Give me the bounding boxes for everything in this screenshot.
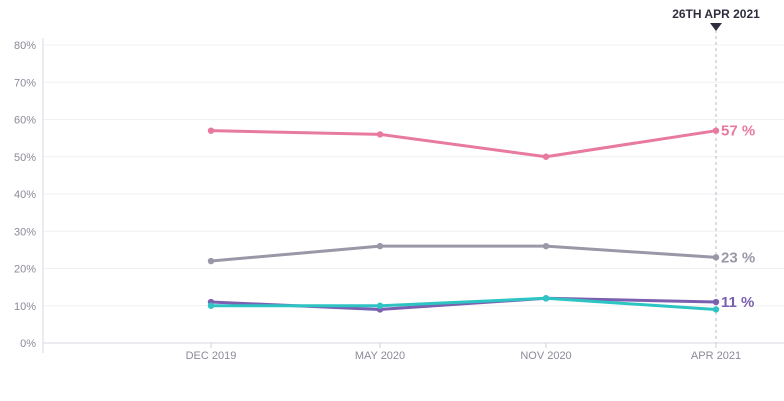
- data-point: [376, 131, 384, 138]
- end-labels: 57 % 23 % 11 %: [721, 123, 755, 311]
- end-value-label: 11 %: [721, 294, 754, 311]
- y-tick-label: 40%: [14, 189, 36, 201]
- data-point: [207, 302, 215, 309]
- data-point: [207, 257, 215, 265]
- data-point: [712, 298, 720, 306]
- grid: [43, 44, 784, 307]
- data-point: [376, 302, 384, 309]
- marker-label: 26TH APR 2021: [672, 7, 760, 21]
- x-axis-ticks: DEC 2019 MAY 2020 NOV 2020 APR 2021: [186, 343, 741, 362]
- series-line-2: [209, 244, 718, 263]
- y-tick-label: 50%: [14, 152, 36, 164]
- marker-triangle-icon: [710, 23, 722, 31]
- data-point: [542, 242, 550, 250]
- series-line-4: [209, 296, 718, 311]
- x-tick-label: MAY 2020: [355, 350, 405, 362]
- data-point: [712, 306, 720, 313]
- y-tick-label: 10%: [14, 301, 36, 313]
- end-value-label: 57 %: [721, 123, 755, 140]
- y-tick-label: 70%: [14, 77, 36, 89]
- y-tick-label: 30%: [14, 226, 36, 238]
- data-point: [712, 254, 720, 261]
- series-group: [207, 127, 720, 313]
- data-point: [712, 127, 720, 134]
- data-point: [542, 295, 550, 302]
- y-tick-label: 80%: [14, 40, 36, 52]
- x-tick-label: DEC 2019: [186, 350, 237, 362]
- data-point: [376, 242, 384, 250]
- x-tick-label: NOV 2020: [520, 350, 571, 362]
- end-value-label: 23 %: [721, 249, 755, 266]
- date-marker: 26TH APR 2021: [672, 7, 760, 343]
- y-axis-ticks: 0% 10% 20% 30% 40% 50% 60% 70% 80%: [14, 40, 36, 350]
- y-tick-label: 60%: [14, 115, 36, 127]
- series-line-1: [209, 129, 718, 159]
- data-point: [542, 153, 550, 160]
- y-tick-label: 20%: [14, 264, 36, 276]
- x-tick-label: APR 2021: [691, 350, 741, 362]
- y-tick-label: 0%: [20, 338, 36, 350]
- axes: [42, 38, 784, 353]
- data-point: [207, 127, 215, 134]
